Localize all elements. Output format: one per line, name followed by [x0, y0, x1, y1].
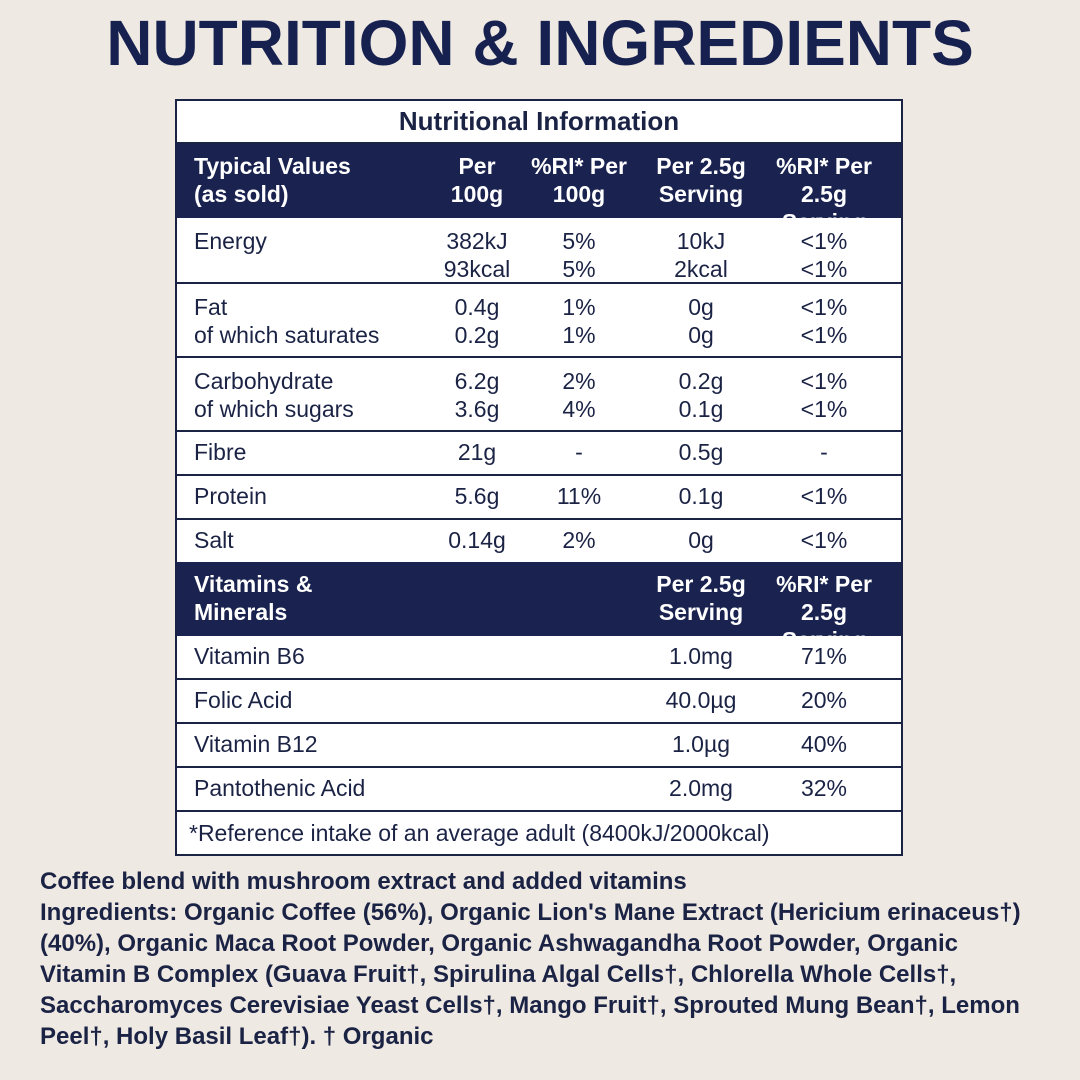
row-label: Salt — [194, 527, 234, 553]
header-per-100g: Per 100g — [450, 153, 504, 207]
table-row-vitamin-b12: Vitamin B12 1.0µg 40% — [177, 724, 901, 768]
row-per-100g: 382kJ 93kcal — [443, 228, 511, 282]
row-ri-100g: 2% — [562, 527, 596, 553]
table-row-vitamin-b6: Vitamin B6 1.0mg 71% — [177, 636, 901, 680]
table-row-energy: Energy 382kJ 93kcal 5% 5% 10kJ 2kcal <1% <1% — [177, 218, 901, 284]
row-label: Pantothenic Acid — [194, 775, 366, 801]
row-label: Carbohydrate of which sugars — [194, 368, 354, 422]
ingredients-list: Ingredients: Organic Coffee (56%), Organ… — [40, 899, 1021, 1050]
vitamins-header: Vitamins & Minerals Per 2.5g Serving %RI* … — [177, 562, 901, 653]
row-ri-serving: 32% — [800, 775, 848, 801]
row-per-serving: 0g 0g — [688, 294, 714, 348]
row-ri-serving: <1% <1% — [800, 294, 848, 348]
row-per-100g: 6.2g 3.6g — [454, 368, 500, 422]
row-ri-100g: 11% — [556, 483, 602, 509]
row-ri-serving: 40% — [800, 731, 848, 757]
header-per-serving: Per 2.5g Serving — [656, 571, 746, 625]
row-label: Fat of which saturates — [194, 294, 380, 348]
nutrition-table: Nutritional Information Typical Values (a… — [175, 99, 903, 856]
header-ri-per-serving: %RI* Per 2.5g Serving — [776, 153, 872, 235]
table-row-fibre: Fibre 21g - 0.5g - — [177, 432, 901, 476]
row-per-serving: 1.0mg — [669, 643, 733, 669]
row-ri-serving: - — [820, 439, 828, 465]
row-per-100g: 21g — [457, 439, 497, 465]
table-row-folic-acid: Folic Acid 40.0µg 20% — [177, 680, 901, 724]
row-per-serving: 40.0µg — [665, 687, 737, 713]
header-typical-values: Typical Values (as sold) — [194, 153, 351, 207]
product-description: Coffee blend with mushroom extract and a… — [40, 866, 1050, 1052]
table-title: Nutritional Information — [177, 101, 901, 144]
row-ri-100g: - — [575, 439, 583, 465]
row-label: Protein — [194, 483, 267, 509]
row-per-serving: 2.0mg — [669, 775, 733, 801]
row-per-serving: 0.2g 0.1g — [678, 368, 724, 422]
table-row-fat: Fat of which saturates 0.4g 0.2g 1% 1% 0g 0g… — [177, 284, 901, 358]
product-subtitle: Coffee blend with mushroom extract and a… — [40, 868, 687, 895]
row-ri-serving: 71% — [800, 643, 848, 669]
row-ri-100g: 5% 5% — [562, 228, 596, 282]
header-vitamins-minerals: Vitamins & Minerals — [194, 571, 313, 625]
row-label: Energy — [194, 228, 267, 254]
row-ri-100g: 1% 1% — [562, 294, 596, 348]
table-row-carbohydrate: Carbohydrate of which sugars 6.2g 3.6g 2% 4… — [177, 358, 901, 432]
row-per-serving: 0g — [688, 527, 714, 553]
row-ri-serving: <1% — [800, 527, 848, 553]
row-label: Folic Acid — [194, 687, 293, 713]
reference-intake-footnote: *Reference intake of an average adult (8… — [189, 820, 770, 846]
table-row-salt: Salt 0.14g 2% 0g <1% — [177, 520, 901, 562]
table-row-protein: Protein 5.6g 11% 0.1g <1% — [177, 476, 901, 520]
row-ri-serving: <1% — [800, 483, 848, 509]
row-per-serving: 1.0µg — [671, 731, 731, 757]
row-per-serving: 10kJ 2kcal — [674, 228, 728, 282]
row-per-serving: 0.5g — [678, 439, 724, 465]
table-row-pantothenic-acid: Pantothenic Acid 2.0mg 32% — [177, 768, 901, 812]
row-per-100g: 5.6g — [454, 483, 500, 509]
row-label: Vitamin B12 — [194, 731, 318, 757]
row-ri-serving: <1% <1% — [800, 368, 848, 422]
table-header: Typical Values (as sold) Per 100g %RI* Per… — [177, 144, 901, 235]
row-label: Fibre — [194, 439, 247, 465]
row-per-100g: 0.14g — [448, 527, 506, 553]
header-ri-per-serving: %RI* Per 2.5g Serving — [776, 571, 872, 653]
row-ri-100g: 2% 4% — [562, 368, 596, 422]
row-per-100g: 0.4g 0.2g — [454, 294, 500, 348]
header-per-serving: Per 2.5g Serving — [656, 153, 746, 207]
row-label: Vitamin B6 — [194, 643, 305, 669]
row-ri-serving: <1% <1% — [800, 228, 848, 282]
row-per-serving: 0.1g — [678, 483, 724, 509]
page-title: NUTRITION & INGREDIENTS — [106, 7, 974, 79]
row-ri-serving: 20% — [800, 687, 848, 713]
header-ri-per-100g: %RI* Per 100g — [531, 153, 627, 207]
